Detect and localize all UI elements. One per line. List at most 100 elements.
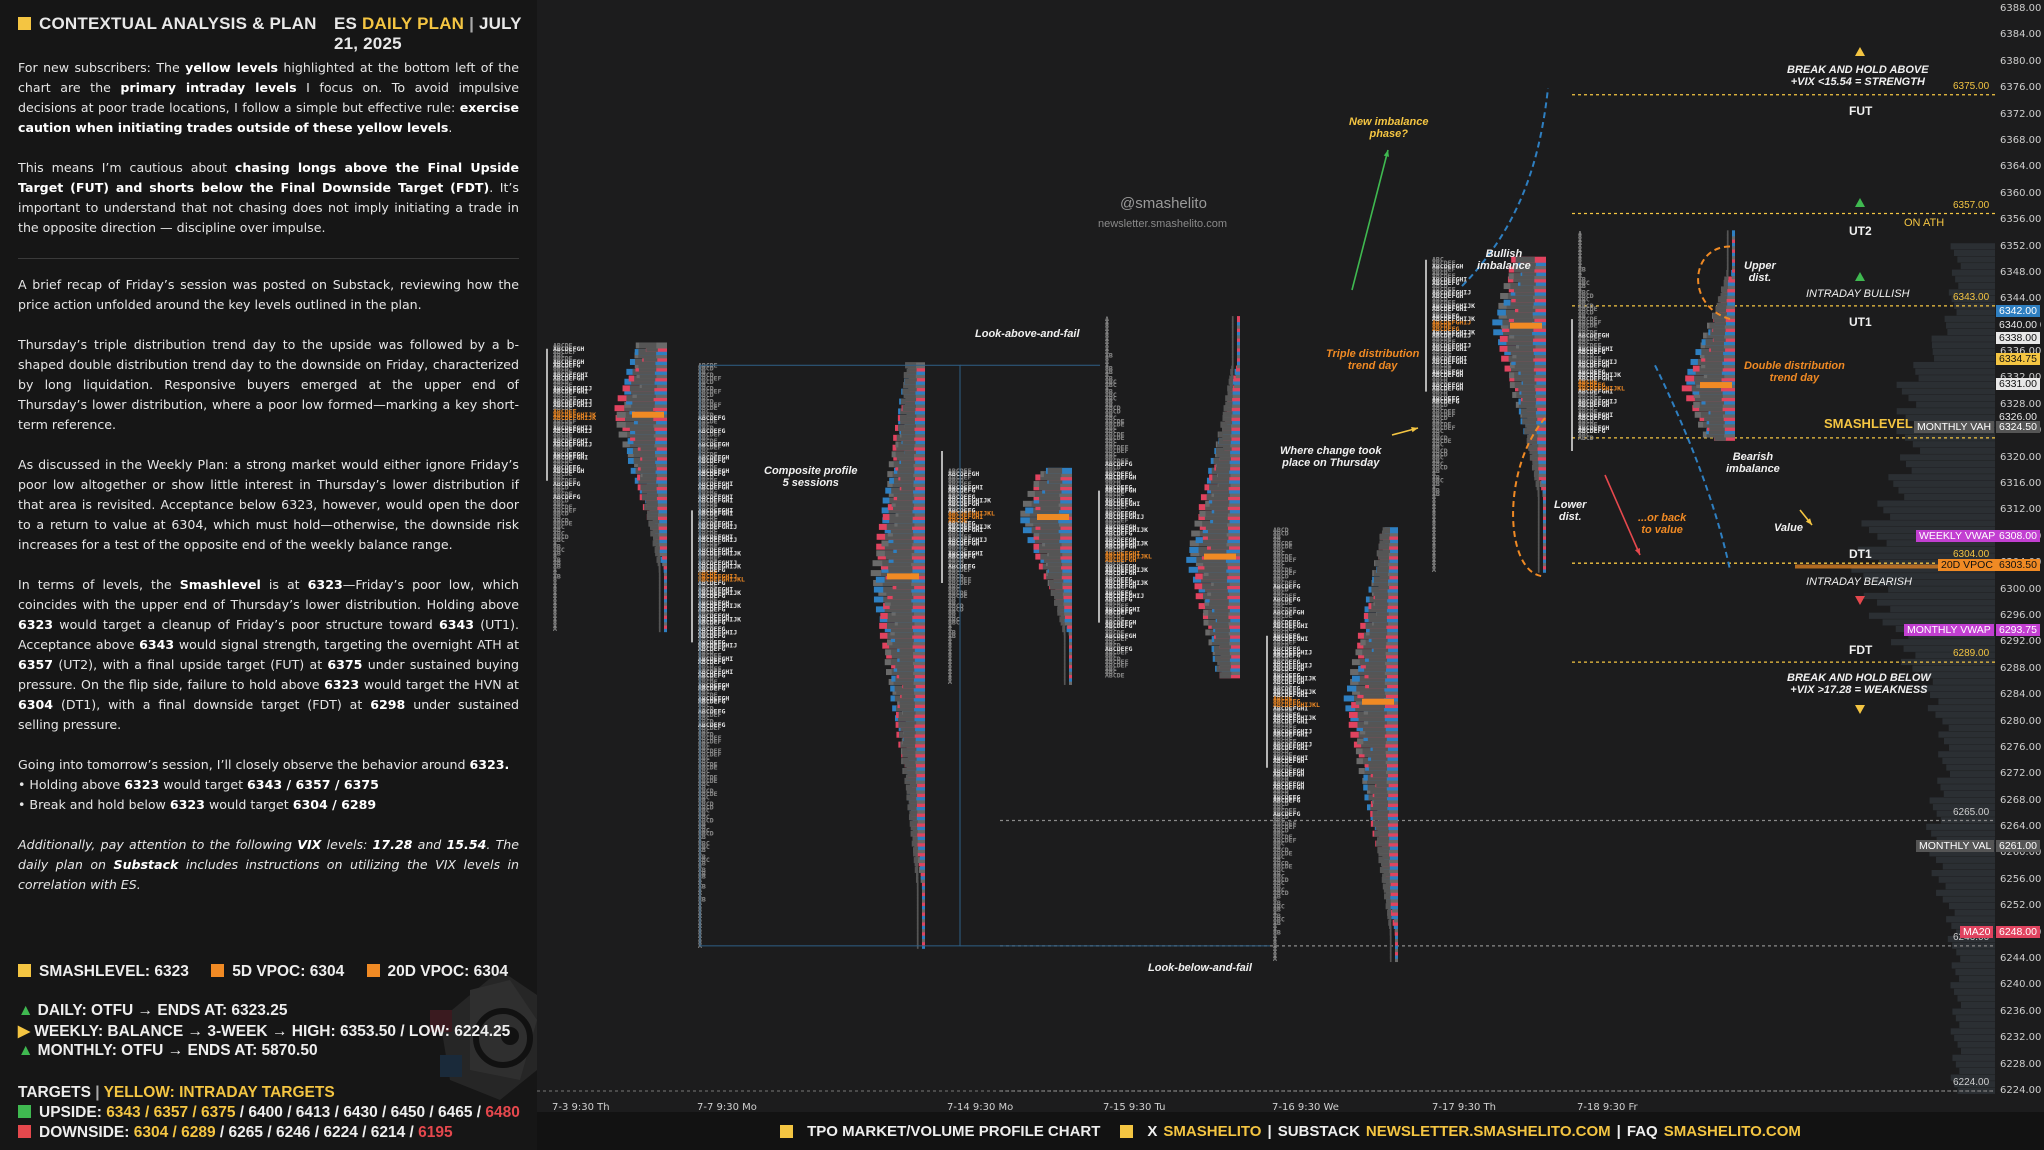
volume-bar xyxy=(1211,467,1230,474)
para-2: This means I’m cautious about chasing lo… xyxy=(18,160,519,235)
tpo-letters: ABC xyxy=(1273,830,1285,838)
intraday-bearish-label: INTRADAY BEARISH xyxy=(1806,576,1912,588)
tpo-letters: A xyxy=(1578,249,1582,257)
volume-bar xyxy=(1069,669,1072,676)
price-tag: 6331.00 xyxy=(1996,378,2040,391)
tpo-letters: ABCDEFG xyxy=(698,632,725,640)
composite-volume-bar xyxy=(1920,685,1995,692)
volume-bar xyxy=(1732,243,1735,250)
composite-volume-bar xyxy=(1959,1021,1995,1028)
volume-bar xyxy=(1069,672,1072,679)
tpo-letters: ABC xyxy=(1105,450,1117,458)
tpo-profile: AAAAAAAAAAAAAAAAABAAABABABAABABCABAABCAB… xyxy=(546,341,667,633)
volume-bar xyxy=(908,754,925,761)
divider xyxy=(18,258,519,259)
composite-volume-bar xyxy=(1929,850,1995,857)
faq-link[interactable]: SMASHELITO.COM xyxy=(1663,1122,1801,1140)
volume-bar xyxy=(1047,467,1063,474)
volume-bar xyxy=(888,566,913,573)
tpo-letters: ABCDEFGHIJ xyxy=(1432,341,1471,349)
volume-bar xyxy=(1541,484,1546,491)
volume-bar xyxy=(1388,919,1392,926)
x-handle-link[interactable]: SMASHELITO xyxy=(1163,1122,1262,1140)
tpo-letters: ABCDEFGHI xyxy=(698,533,733,541)
tpo-letters: ABCDEFG xyxy=(1273,793,1300,801)
tpo-letters: ABCDEFGH xyxy=(1432,384,1463,392)
key-levels-row: SMASHLEVEL: 6323 5D VPOC: 6304 20D VPOC:… xyxy=(18,963,508,981)
tpo-letters: AB xyxy=(1432,431,1440,439)
tpo-letters: A xyxy=(1578,269,1582,277)
tpo-letters: ABCDEFGH xyxy=(1432,371,1463,379)
volume-bar xyxy=(1227,395,1240,402)
volume-bar xyxy=(641,494,657,501)
volume-bar xyxy=(1031,527,1059,534)
tpo-letters: ABC xyxy=(1105,668,1117,676)
substack-link[interactable]: NEWSLETTER.SMASHELITO.COM xyxy=(1365,1122,1611,1140)
chart-canvas: AAAAAAAAAAAAAAAAABAAABABABAABABCABAABCAB… xyxy=(537,47,1995,1094)
volume-bar xyxy=(1369,596,1388,603)
volume-bar xyxy=(904,761,916,768)
look-below-label: Look-below-and-fail xyxy=(1148,962,1252,974)
volume-bar xyxy=(1211,622,1230,629)
tpo-letters: AB xyxy=(698,368,706,376)
volume-bar xyxy=(918,866,925,873)
volume-bar xyxy=(1231,332,1234,339)
volume-bar xyxy=(1712,312,1726,319)
tpo-letters: ABCDEFGH xyxy=(1105,473,1136,481)
tpo-letters: A xyxy=(1432,520,1436,528)
tpo-letters: ABCDEFGH xyxy=(1273,665,1304,673)
tpo-letters: AB xyxy=(553,549,561,557)
tpo-letters: ABCDEFGH xyxy=(1273,609,1304,617)
tpo-letters: ABCDEFGHI xyxy=(698,497,733,505)
composite-volume-bar xyxy=(1875,579,1995,586)
volume-bar xyxy=(1063,675,1066,682)
volume-bar xyxy=(1378,833,1390,840)
volume-bar xyxy=(895,609,914,616)
para-1: For new subscribers: The yellow levels h… xyxy=(18,60,519,135)
tpo-letters: ABCD xyxy=(1432,450,1448,458)
volume-bar xyxy=(1068,629,1072,636)
volume-bar xyxy=(1220,421,1232,428)
tpo-letters: ABCDEFGH xyxy=(1432,368,1463,376)
tpo-letters: ABCDEFGHIJ xyxy=(553,440,592,448)
volume-bar xyxy=(1064,612,1072,619)
volume-bar xyxy=(1196,556,1226,563)
tpo-letters: ABCD xyxy=(1432,464,1448,472)
volume-bar xyxy=(1372,814,1388,821)
volume-bar xyxy=(1537,553,1540,560)
volume-bar xyxy=(1039,543,1061,550)
volume-bar xyxy=(1387,913,1392,920)
double-dist-label: Double distribution trend day xyxy=(1744,360,1845,384)
composite-volume-bar xyxy=(1942,718,1995,725)
volume-bar xyxy=(1377,550,1389,557)
volume-bar xyxy=(920,863,925,870)
tpo-letters: ABC xyxy=(553,530,565,538)
volume-bar xyxy=(664,616,667,623)
volume-bar xyxy=(1198,547,1227,553)
volume-bar xyxy=(1216,461,1231,468)
ut1-label: UT1 xyxy=(1849,315,1872,329)
tpo-letters: ABCDEFGH xyxy=(1105,536,1136,544)
volume-bar xyxy=(1064,619,1072,626)
volume-bar xyxy=(916,919,919,926)
volume-bar xyxy=(1039,494,1061,501)
tpo-letters: ABCDEFGH xyxy=(1273,678,1304,686)
volume-bar xyxy=(895,675,914,682)
tpo-letters: ABCDEF xyxy=(1273,823,1297,831)
volume-bar xyxy=(1212,497,1230,504)
tpo-letters: AB xyxy=(553,556,561,564)
yellow-square-icon xyxy=(18,17,31,30)
tpo-letters: ABCD xyxy=(698,473,714,481)
volume-bar xyxy=(650,507,667,514)
volume-bar xyxy=(899,698,915,705)
tpo-letters: ABCDEFGH xyxy=(1105,582,1136,590)
volume-bar xyxy=(897,494,915,501)
volume-bar xyxy=(1509,325,1534,332)
volume-bar xyxy=(658,626,661,633)
where-change-arrow xyxy=(1411,427,1418,433)
volume-bar xyxy=(1215,632,1231,639)
tpo-letters: A xyxy=(1432,497,1436,505)
tpo-letters: ABC xyxy=(1273,562,1285,570)
tpo-letters: ABCDEFGHIJK xyxy=(553,414,596,422)
volume-bar xyxy=(1063,636,1066,643)
